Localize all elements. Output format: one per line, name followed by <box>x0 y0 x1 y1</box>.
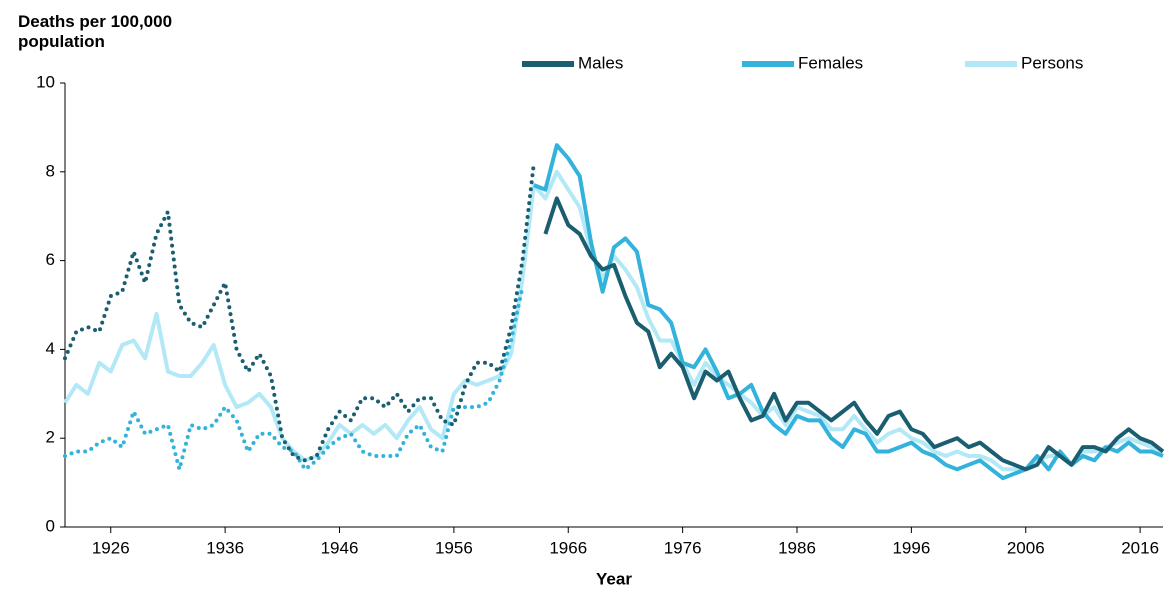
x-tick-label: 1956 <box>435 538 473 557</box>
x-tick-label: 1946 <box>321 538 359 557</box>
x-tick-label: 1926 <box>92 538 130 557</box>
y-tick-label: 10 <box>36 72 55 91</box>
y-tick-label: 4 <box>46 339 55 358</box>
series-line <box>543 196 1165 472</box>
y-axis-label: Deaths per 100,000 population <box>18 12 173 51</box>
x-tick-label: 1976 <box>664 538 702 557</box>
y-tick-label: 8 <box>46 161 55 180</box>
legend-label: Females <box>798 53 863 72</box>
y-tick-label: 6 <box>46 250 55 269</box>
legend-label: Males <box>578 53 623 72</box>
series-line <box>63 169 1164 472</box>
x-tick-label: 1966 <box>549 538 587 557</box>
x-tick-label: 2006 <box>1007 538 1045 557</box>
x-tick-label: 1996 <box>892 538 930 557</box>
y-tick-label: 0 <box>46 516 55 535</box>
x-tick-label: 2016 <box>1121 538 1159 557</box>
x-axis-label: Year <box>596 569 632 588</box>
y-tick-label: 2 <box>46 428 55 447</box>
legend-label: Persons <box>1021 53 1083 72</box>
x-tick-label: 1936 <box>206 538 244 557</box>
series-line-dotted <box>63 285 525 472</box>
series-line <box>533 143 1164 481</box>
series-line-dotted <box>63 160 536 463</box>
x-tick-label: 1986 <box>778 538 816 557</box>
